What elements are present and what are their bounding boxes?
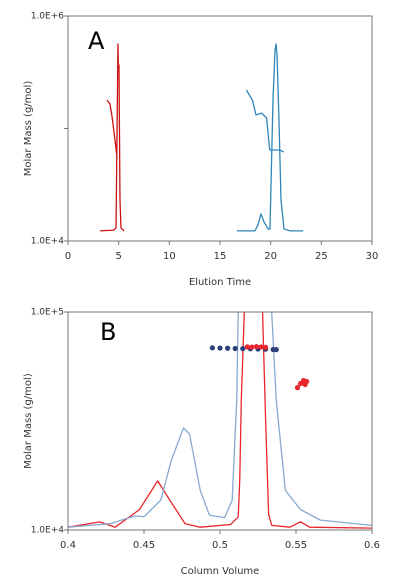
y-axis-label: Molar Mass (g/mol) [23,373,34,469]
x-tick-label: 0.4 [60,540,76,551]
x-tick-label: 25 [315,251,328,262]
scatter-point [253,343,260,350]
y-tick-label: 1.0E+4 [31,237,65,247]
y-axis-label: Molar Mass (g/mol) [23,81,34,177]
x-tick-label: 0.5 [212,540,228,551]
x-tick-label: 30 [366,251,379,262]
plot-frame [67,311,373,531]
scatter-point [258,344,264,350]
x-tick-label: 10 [163,251,176,262]
scatter-point [249,344,255,350]
plot-area [99,43,304,232]
panel: 0.4 0.45 0.5 0.55 0.6 1.0E+4 1.0E+5 B Column Vol… [23,308,380,578]
y-tick-label: 1.0E+5 [31,308,64,318]
plot-area [68,312,372,529]
x-tick-label: 5 [115,251,121,262]
scatter-point [302,381,308,388]
panel-label: B [100,318,116,346]
plot-frame [67,15,373,242]
x-axis-label: Elution Time [189,277,251,288]
panel: 0 5 10 15 20 25 30 1.0E+4 1.0E+6 A Elution Time Mol… [23,12,378,289]
scatter-point [294,384,301,391]
y-tick-label: 1.0E+4 [31,526,65,536]
x-tick-label: 0 [65,251,71,262]
scatter-point [225,345,231,351]
x-tick-label: 15 [214,251,227,262]
scatter-point [273,347,279,353]
x-tick-label: 0.6 [364,540,380,551]
panel-label: A [88,27,105,55]
x-tick-label: 0.45 [133,540,155,551]
x-tick-label: 20 [264,251,277,262]
x-tick-label: 0.55 [285,540,307,551]
scatter-point [217,345,223,351]
line-series [99,43,125,232]
y-tick-label: 1.0E+6 [31,12,65,22]
x-axis-label: Column Volume [181,566,260,577]
scatter-point [232,345,238,352]
scatter-point [240,346,246,352]
scatter-point [244,344,250,350]
line-series [68,312,372,528]
scatter-point [209,345,215,351]
scatter-point [263,344,269,351]
line-series [237,43,304,232]
line-series [68,312,372,529]
